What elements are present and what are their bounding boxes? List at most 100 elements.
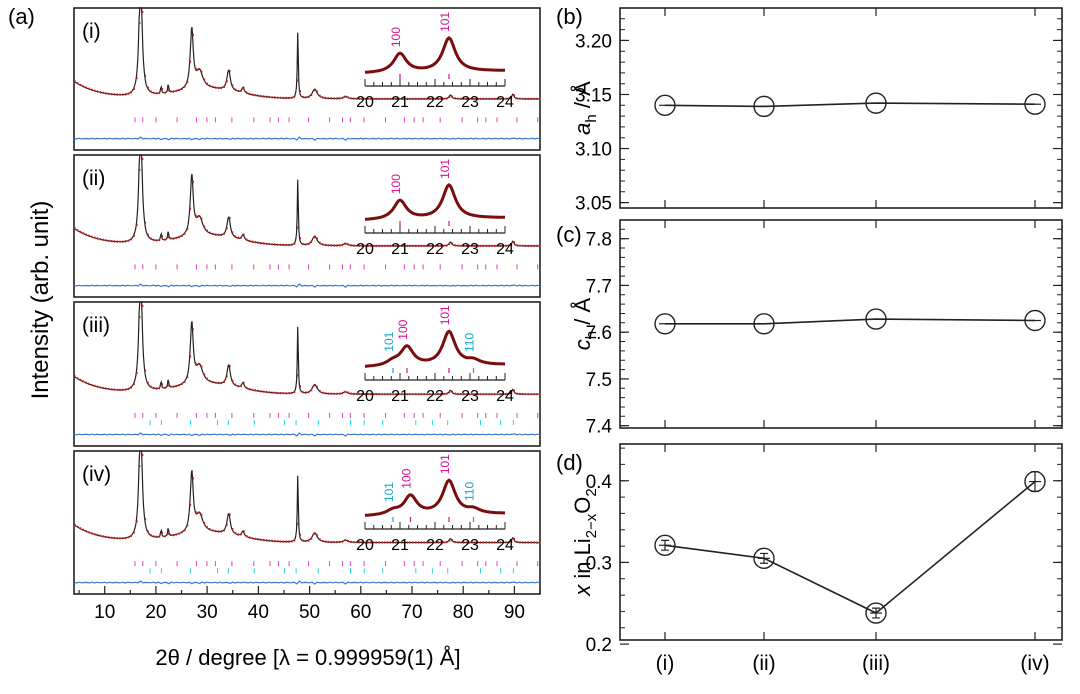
series-line xyxy=(664,102,1036,108)
difference-curve xyxy=(73,580,541,585)
inset-tick-label: 24 xyxy=(496,537,514,554)
x-category-label: (iii) xyxy=(862,652,890,675)
xrd-x-tick-label: 80 xyxy=(453,602,474,623)
y-minor-ticks xyxy=(620,447,1062,629)
y-minor-ticks xyxy=(620,18,1062,204)
bragg-ticks-phase2 xyxy=(149,420,514,426)
xrd-pattern-2: (ii) 20 21 22 23 24 100 101 xyxy=(73,154,541,298)
bragg-ticks-phase2 xyxy=(149,568,514,574)
xrd-pattern-1: (i) 20 21 22 23 24 100 101 xyxy=(73,7,541,151)
y-tick-label: 3.05 xyxy=(575,194,612,215)
data-point xyxy=(654,313,676,335)
xrd-x-tick-label: 90 xyxy=(504,602,525,623)
inset-tick-label: 22 xyxy=(426,94,444,111)
inset-tick-label: 20 xyxy=(356,94,374,111)
inset-tick-label: 23 xyxy=(461,94,479,111)
subpanel-label: (iv) xyxy=(82,463,111,486)
series-line xyxy=(665,318,1036,325)
panel-label-c: (c) xyxy=(556,222,582,247)
inset-tick-label: 22 xyxy=(426,241,444,258)
bragg-ticks-phase1 xyxy=(134,117,539,123)
inset-tick-label: 20 xyxy=(356,537,374,554)
inset-tick-label: 21 xyxy=(391,537,409,554)
observed-profile xyxy=(74,304,541,396)
xrd-x-tick-label: 10 xyxy=(94,602,115,623)
data-point xyxy=(1024,309,1046,332)
y-axis-label: ah / Å xyxy=(570,81,600,135)
panel-label-a: (a) xyxy=(8,4,35,29)
xrd-x-tick-label: 30 xyxy=(197,602,218,623)
y-tick-label: 0.2 xyxy=(586,635,612,656)
inset-ticks xyxy=(364,373,506,380)
subpanel-label: (i) xyxy=(82,20,101,43)
inset-peak-label: 101 xyxy=(438,159,452,179)
lattice-c-panel: 7.4 7.5 7.6 7.7 7.8 ch / Å xyxy=(570,219,1063,438)
y-axis-label: x in Li2−xO2 xyxy=(570,488,600,597)
data-point xyxy=(865,308,887,330)
xrd-pattern-4: (iv) 20 21 22 23 24 101 100 101 110 xyxy=(73,450,541,595)
inset-peak-label: 100 xyxy=(400,468,414,488)
data-point xyxy=(753,95,775,118)
xrd-x-ticks xyxy=(78,586,541,594)
data-point xyxy=(865,92,887,114)
pattern-frame xyxy=(73,301,541,447)
xrd-x-tick-label: 20 xyxy=(145,602,166,623)
xrd-x-tick-label: 70 xyxy=(401,602,422,623)
inset-peak-label: 101 xyxy=(382,331,396,351)
bragg-ticks-phase1 xyxy=(134,412,539,418)
inset-profile xyxy=(364,35,505,74)
observed-profile xyxy=(74,10,541,100)
composition-x-panel: 0.2 0.3 0.4 (i) (ii) (iii) (iv) x in Li2−xO2 xyxy=(570,443,1063,675)
y-tick-label: 7.7 xyxy=(586,276,612,297)
xrd-x-tick-label: 40 xyxy=(248,602,269,623)
inset-tick-label: 20 xyxy=(356,241,374,258)
bragg-ticks-phase1 xyxy=(134,561,539,567)
y-minor-ticks xyxy=(620,219,1062,427)
inset-peak-label: 101 xyxy=(382,482,396,502)
inset-tick-label: 22 xyxy=(426,388,444,405)
inset-peak-label: 100 xyxy=(396,319,410,339)
pattern-frame xyxy=(73,7,541,151)
bragg-ticks-phase1 xyxy=(134,264,539,270)
left-y-axis-label: Intensity (arb. unit) xyxy=(27,201,54,400)
inset-ticks xyxy=(364,79,506,86)
y-tick-label: 0.4 xyxy=(586,472,613,493)
lattice-a-panel: 3.05 3.10 3.15 3.20 ah / Å xyxy=(570,7,1063,215)
plot-frame xyxy=(619,443,1063,641)
inset-ticks xyxy=(364,226,506,233)
inset-tick-label: 22 xyxy=(426,537,444,554)
data-point xyxy=(753,547,775,570)
inset-peak-label: 100 xyxy=(389,174,403,194)
x-category-label: (iv) xyxy=(1020,652,1049,675)
x-category-label: (i) xyxy=(656,652,675,675)
y-tick-label: 7.5 xyxy=(586,370,612,391)
y-axis-label: ch / Å xyxy=(570,297,600,350)
difference-curve xyxy=(73,283,541,288)
xrd-x-tick-label: 60 xyxy=(350,602,371,623)
left-x-axis-label: 2θ / degree [λ = 0.999959(1) Å] xyxy=(155,645,460,670)
x-category-label: (ii) xyxy=(752,652,775,675)
observed-profile xyxy=(74,157,541,247)
pattern-frame xyxy=(73,154,541,298)
subpanel-label: (ii) xyxy=(82,167,105,190)
inset-profile xyxy=(364,329,506,368)
inset-peak-label: 100 xyxy=(389,27,403,47)
xrd-x-tick-label: 50 xyxy=(299,602,320,623)
y-tick-label: 7.6 xyxy=(586,323,612,344)
data-point xyxy=(865,602,887,624)
data-point xyxy=(1024,93,1046,115)
y-tick-label: 7.8 xyxy=(586,230,612,251)
inset-peak-label: 101 xyxy=(438,454,452,474)
inset-tick-label: 24 xyxy=(496,388,514,405)
inset-profile xyxy=(364,182,505,221)
inset-profile xyxy=(364,478,506,517)
inset-peak-label: 110 xyxy=(463,333,477,352)
inset-peak-label: 101 xyxy=(438,12,452,32)
data-point xyxy=(654,534,676,556)
inset-tick-label: 21 xyxy=(391,94,409,111)
data-point xyxy=(654,94,676,116)
inset-tick-label: 20 xyxy=(356,388,374,405)
inset-tick-label: 24 xyxy=(496,94,514,111)
